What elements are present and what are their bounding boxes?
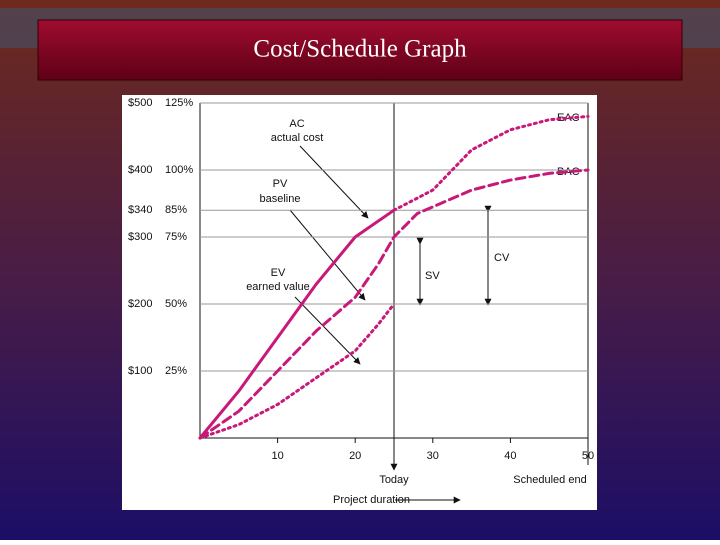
annotation: Today <box>379 474 409 486</box>
chart-panel <box>122 95 597 510</box>
title-banner <box>37 19 683 81</box>
annotation: Project duration <box>333 494 410 506</box>
y2-tick-label: 100% <box>165 164 193 176</box>
annotation: PV <box>273 178 288 190</box>
y-tick-label: $300 <box>128 231 152 243</box>
annotation: earned value <box>246 281 310 293</box>
y-tick-label: $340 <box>128 204 152 216</box>
line <box>198 302 396 440</box>
annotation: AC <box>289 118 304 130</box>
x-tick-label: 40 <box>504 450 516 462</box>
arrow <box>294 296 361 365</box>
x-tick-label: 50 <box>582 450 594 462</box>
y2-tick-label: 25% <box>165 365 187 377</box>
y2-tick-label: 85% <box>165 204 187 216</box>
annotation: baseline <box>260 193 301 205</box>
y-tick-label: $100 <box>128 365 152 377</box>
annotation: SV <box>425 270 440 282</box>
annotation: Scheduled end <box>513 474 586 486</box>
line <box>198 168 590 440</box>
y-tick-label: $400 <box>128 164 152 176</box>
arrow <box>299 145 369 219</box>
annotation: BAC <box>557 166 580 178</box>
x-tick-label: 10 <box>271 450 283 462</box>
x-tick-label: 30 <box>427 450 439 462</box>
annotation: actual cost <box>271 132 324 144</box>
slide-title: Cost/Schedule Graph <box>253 36 467 63</box>
arrow <box>289 209 366 301</box>
x-tick-label: 20 <box>349 450 361 462</box>
y-tick-label: $200 <box>128 298 152 310</box>
y2-tick-label: 75% <box>165 231 187 243</box>
y2-tick-label: 125% <box>165 97 193 109</box>
line <box>198 208 396 440</box>
line <box>392 114 590 212</box>
annotation: CV <box>494 252 510 264</box>
y2-tick-label: 50% <box>165 298 187 310</box>
plot <box>199 103 589 504</box>
y-tick-label: $500 <box>128 97 152 109</box>
annotation: EV <box>271 267 286 279</box>
